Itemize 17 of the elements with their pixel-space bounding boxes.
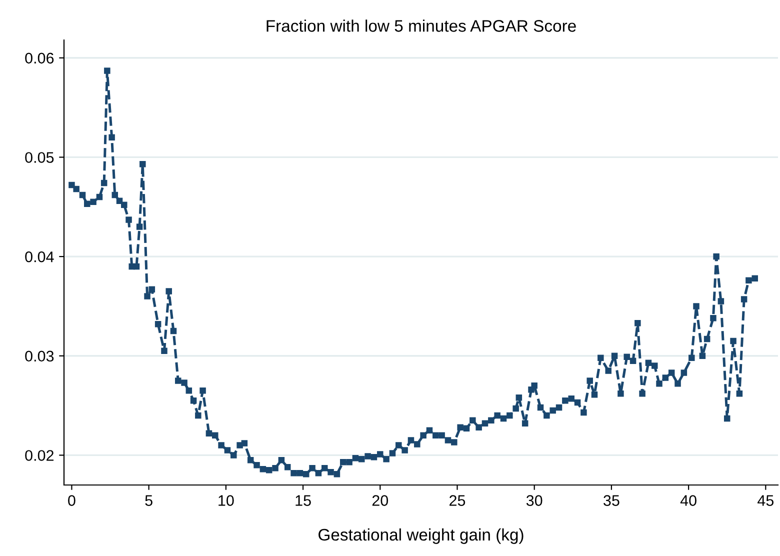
x-tick-label: 0 bbox=[68, 495, 76, 506]
y-tick-label: 0.06 bbox=[25, 52, 54, 64]
x-tick-label: 15 bbox=[296, 495, 311, 506]
x-tick-label: 40 bbox=[680, 495, 696, 506]
x-tick-label: 45 bbox=[758, 495, 774, 506]
x-tick-label: 25 bbox=[450, 495, 466, 506]
chart-title: Fraction with low 5 minutes APGAR Score bbox=[266, 20, 576, 32]
x-tick-label: 35 bbox=[604, 495, 620, 506]
y-tick-label: 0.05 bbox=[25, 152, 54, 163]
x-tick-label: 10 bbox=[218, 495, 234, 506]
x-tick-label: 20 bbox=[372, 495, 388, 506]
x-axis-title: Gestational weight gain (kg) bbox=[318, 528, 524, 544]
y-tick-label: 0.04 bbox=[25, 251, 54, 262]
x-tick-label: 30 bbox=[526, 495, 542, 506]
x-tick-label: 5 bbox=[145, 495, 152, 506]
y-tick-label: 0.03 bbox=[25, 350, 54, 362]
y-tick-label: 0.02 bbox=[25, 450, 54, 461]
